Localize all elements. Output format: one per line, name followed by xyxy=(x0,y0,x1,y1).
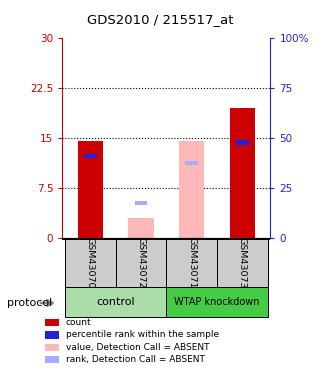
Text: WTAP knockdown: WTAP knockdown xyxy=(174,297,260,307)
Bar xyxy=(230,108,255,238)
Bar xyxy=(65,239,116,287)
Bar xyxy=(65,287,166,317)
Text: GDS2010 / 215517_at: GDS2010 / 215517_at xyxy=(87,13,233,26)
Text: GSM43073: GSM43073 xyxy=(238,237,247,289)
Text: protocol: protocol xyxy=(7,298,52,308)
Bar xyxy=(179,141,204,238)
Text: count: count xyxy=(66,318,91,327)
Bar xyxy=(236,141,249,144)
Text: GSM43070: GSM43070 xyxy=(86,237,95,289)
Bar xyxy=(116,239,166,287)
Bar xyxy=(78,141,103,238)
Text: value, Detection Call = ABSENT: value, Detection Call = ABSENT xyxy=(66,343,209,352)
Text: GSM43072: GSM43072 xyxy=(137,237,146,289)
Bar xyxy=(135,201,148,205)
Text: GSM43071: GSM43071 xyxy=(187,237,196,289)
Bar xyxy=(185,160,198,165)
Text: control: control xyxy=(96,297,135,307)
Bar xyxy=(84,154,97,158)
Bar xyxy=(217,239,268,287)
Bar xyxy=(166,239,217,287)
Bar xyxy=(166,287,268,317)
Bar xyxy=(128,218,154,238)
Text: rank, Detection Call = ABSENT: rank, Detection Call = ABSENT xyxy=(66,355,204,364)
Text: percentile rank within the sample: percentile rank within the sample xyxy=(66,330,219,339)
